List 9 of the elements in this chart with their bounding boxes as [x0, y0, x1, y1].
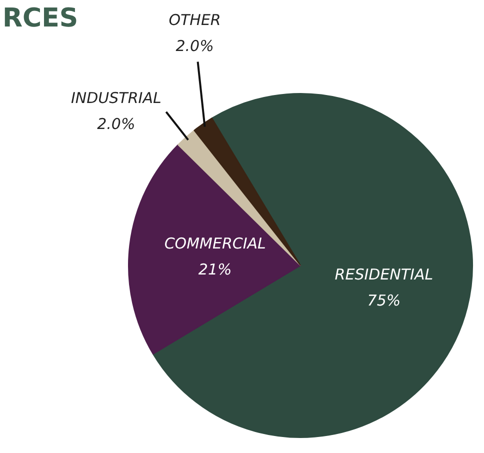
slice-label: RESIDENTIAL [334, 265, 434, 284]
data-label: 75% [367, 291, 401, 310]
slice-label: COMMERCIAL [164, 234, 266, 252]
data-label: 21% [198, 260, 232, 278]
data-label: 2.0% [176, 36, 214, 55]
slice-label: OTHER [168, 10, 221, 29]
chart-title: RCES [2, 4, 78, 34]
slice-label: INDUSTRIAL [70, 88, 162, 107]
data-label: 2.0% [97, 114, 136, 133]
